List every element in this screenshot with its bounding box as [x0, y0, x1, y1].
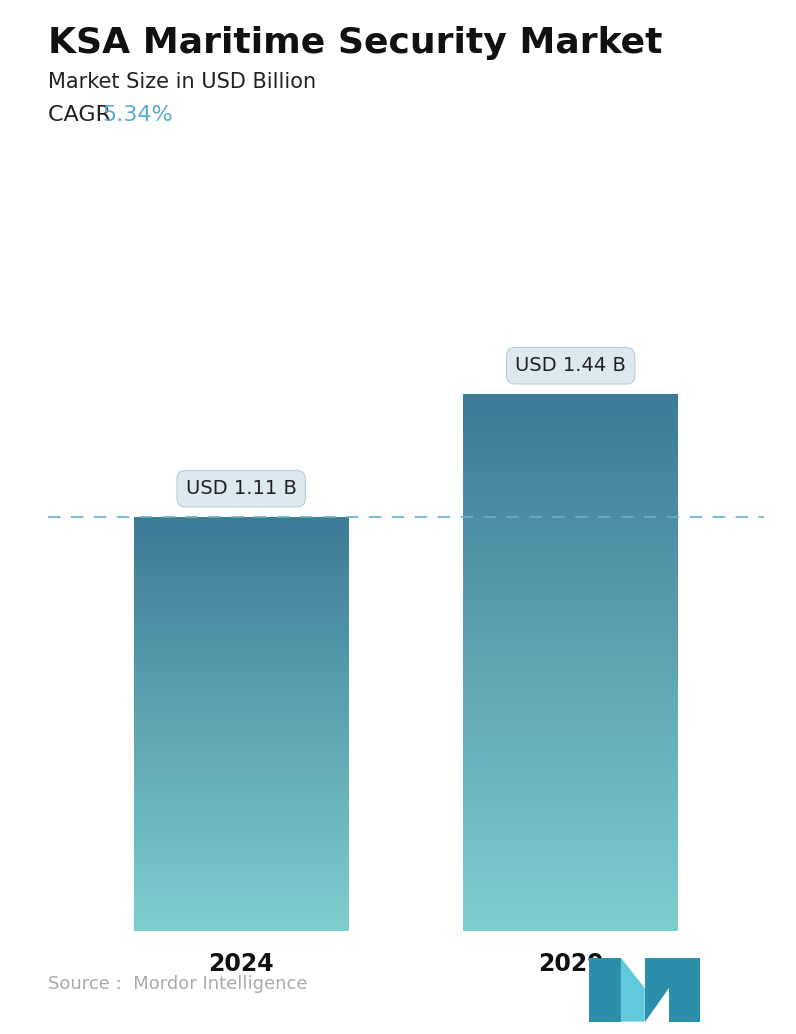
Text: Market Size in USD Billion: Market Size in USD Billion	[48, 72, 316, 92]
Text: USD 1.44 B: USD 1.44 B	[515, 357, 626, 375]
Text: USD 1.11 B: USD 1.11 B	[185, 479, 297, 498]
Text: KSA Maritime Security Market: KSA Maritime Security Market	[48, 26, 662, 60]
Text: CAGR: CAGR	[48, 105, 118, 125]
Text: Source :  Mordor Intelligence: Source : Mordor Intelligence	[48, 975, 307, 993]
Text: 5.34%: 5.34%	[102, 105, 173, 125]
